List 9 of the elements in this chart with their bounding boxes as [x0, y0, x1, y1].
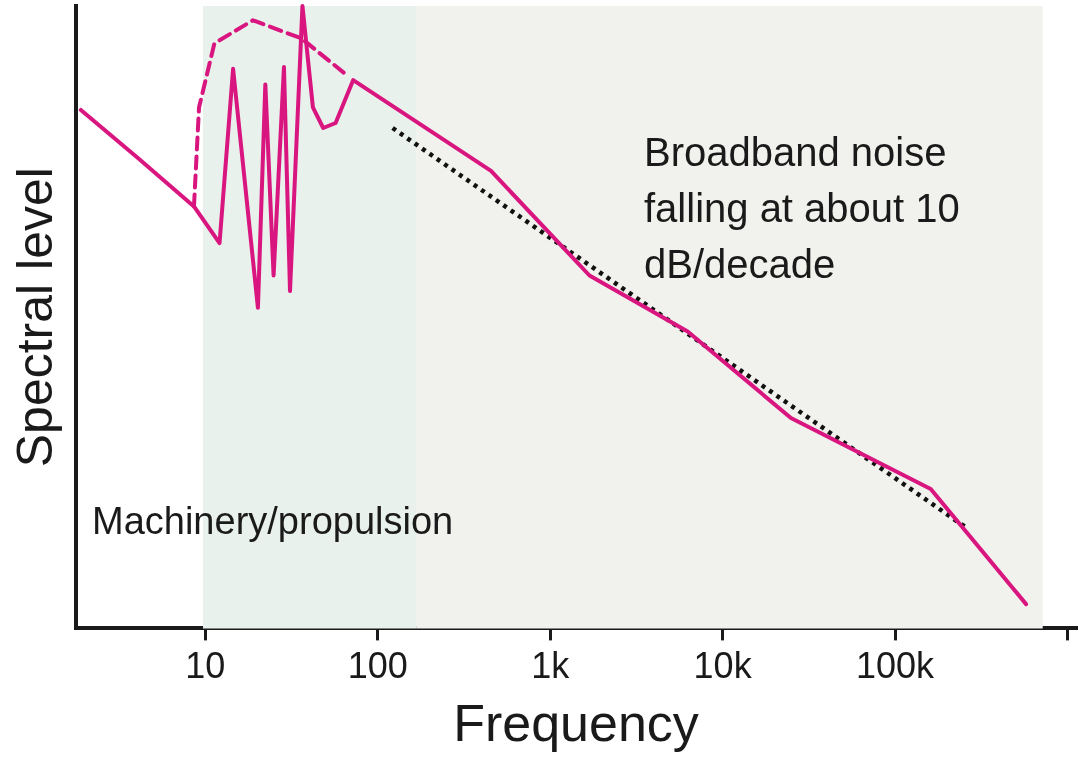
annotation: Broadband noise falling at about 10 dB/decade: [644, 130, 960, 286]
y-axis-title: Spectral level: [6, 167, 63, 468]
x-tick-label: 100k: [856, 644, 936, 686]
x-axis-title: Frequency: [453, 694, 699, 753]
x-tick-label: 10: [185, 644, 226, 686]
annotation: Machinery/propulsion: [92, 500, 454, 542]
x-tick-label: 1k: [531, 644, 571, 686]
x-tick-label: 10k: [693, 644, 753, 686]
x-tick-label: 100: [347, 644, 408, 686]
